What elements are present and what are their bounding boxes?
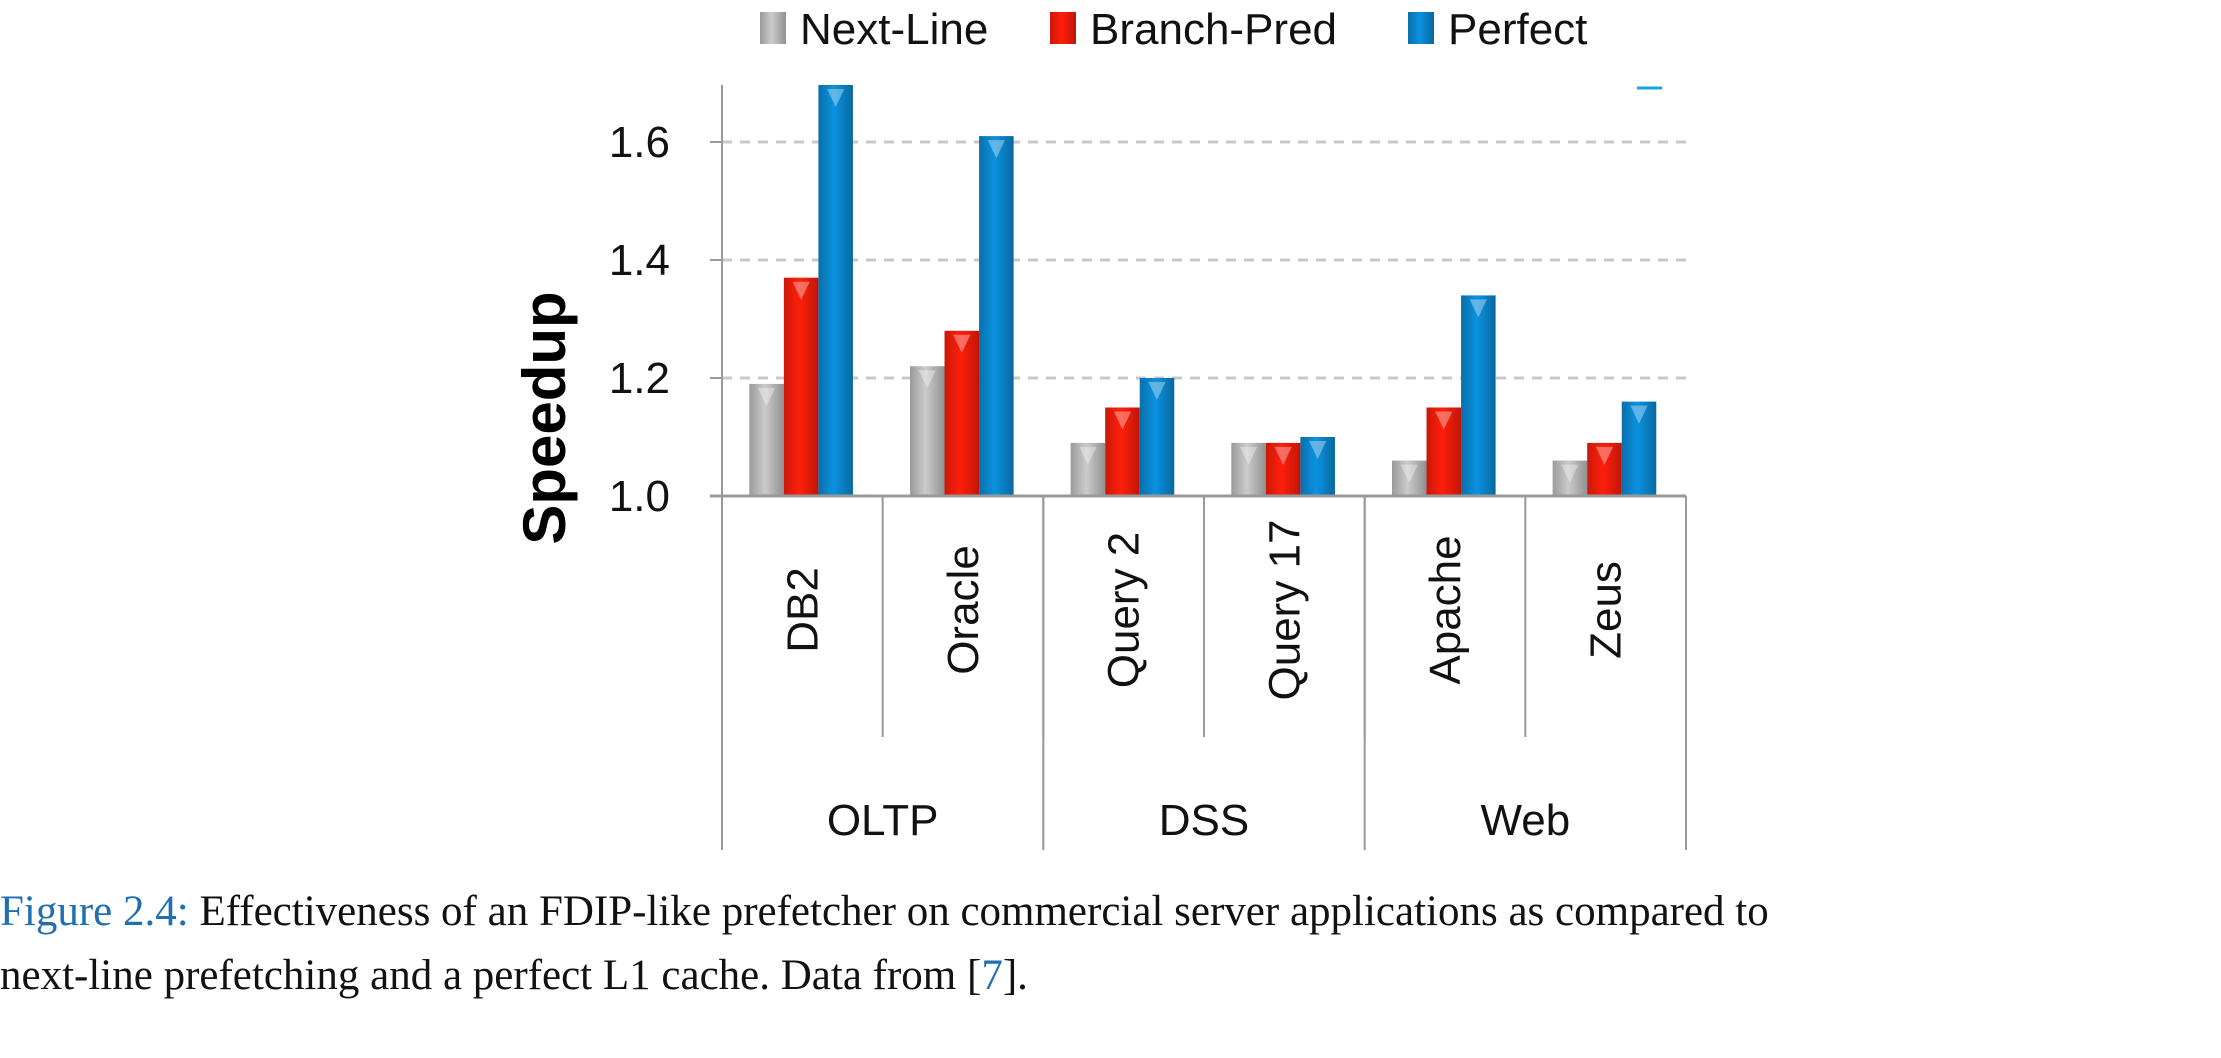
bar-next-line-apache bbox=[1391, 460, 1427, 496]
y-axis-label: Speedup bbox=[511, 291, 578, 544]
caption-text-1: Effectiveness of an FDIP-like prefetcher… bbox=[188, 888, 1769, 935]
caption-line-1: Figure 2.4: Effectiveness of an FDIP-lik… bbox=[0, 880, 2221, 944]
bar-perfect-query-17 bbox=[1300, 437, 1335, 496]
y-tick-label: 1.2 bbox=[609, 354, 670, 403]
bar-highlight bbox=[1400, 464, 1418, 483]
bar-next-line-zeus bbox=[1552, 460, 1588, 496]
bar-highlight bbox=[1079, 446, 1097, 465]
y-tick-label: 1.4 bbox=[609, 236, 670, 285]
legend-label: Perfect bbox=[1448, 5, 1587, 54]
bar-highlight bbox=[918, 370, 936, 389]
bar-highlight bbox=[1239, 446, 1258, 465]
bar-next-line-db2 bbox=[749, 383, 784, 496]
bar-highlight bbox=[1595, 446, 1614, 465]
caption-label: Figure 2.4: bbox=[0, 888, 189, 935]
bar-highlight bbox=[1435, 411, 1453, 430]
bar-highlight bbox=[1469, 299, 1487, 318]
group-label: DSS bbox=[1159, 796, 1249, 845]
legend-label: Branch-Pred bbox=[1090, 5, 1337, 54]
legend-swatch-perfect bbox=[1408, 12, 1434, 44]
legend-swatch-next-line bbox=[760, 12, 786, 44]
bar-perfect-oracle bbox=[979, 136, 1014, 496]
bar-branch-pred-apache bbox=[1426, 407, 1462, 496]
bar-branch-pred-zeus bbox=[1587, 442, 1622, 496]
figure-caption: Figure 2.4: Effectiveness of an FDIP-lik… bbox=[0, 880, 2221, 1008]
category-label: Oracle bbox=[939, 545, 988, 675]
bar-next-line-oracle bbox=[909, 366, 945, 496]
caption-text-end: ]. bbox=[1002, 952, 1028, 999]
legend-swatch-branch-pred bbox=[1050, 12, 1076, 44]
caption-line-2: next-line prefetching and a perfect L1 c… bbox=[0, 944, 2221, 1008]
bar-highlight bbox=[1113, 411, 1132, 430]
bar-highlight bbox=[792, 281, 810, 300]
bar-next-line-query-2 bbox=[1070, 442, 1106, 496]
category-label: Query 17 bbox=[1260, 520, 1309, 701]
bar-highlight bbox=[1561, 464, 1579, 483]
bar-next-line-query-17 bbox=[1231, 442, 1266, 496]
bar-highlight bbox=[1309, 441, 1327, 459]
y-tick-label: 1.6 bbox=[609, 118, 670, 167]
bar-branch-pred-db2 bbox=[783, 277, 819, 496]
bar-highlight bbox=[757, 387, 776, 406]
y-tick-label: 1.0 bbox=[609, 472, 670, 521]
citation-link[interactable]: 7 bbox=[981, 952, 1003, 999]
legend-label: Next-Line bbox=[800, 5, 988, 54]
bar-perfect-query-2 bbox=[1139, 378, 1175, 496]
bar-perfect-db2 bbox=[818, 85, 853, 496]
category-label: DB2 bbox=[778, 567, 827, 653]
bar-branch-pred-oracle bbox=[944, 330, 980, 496]
category-label: Apache bbox=[1421, 535, 1470, 684]
bar-branch-pred-query-2 bbox=[1105, 407, 1140, 496]
category-label: Query 2 bbox=[1100, 532, 1149, 689]
category-label: Zeus bbox=[1582, 561, 1631, 659]
bar-branch-pred-query-17 bbox=[1265, 442, 1301, 496]
bar-highlight bbox=[987, 140, 1005, 159]
bar-perfect-apache bbox=[1461, 295, 1496, 496]
caption-text-2: next-line prefetching and a perfect L1 c… bbox=[0, 952, 982, 999]
group-label: Web bbox=[1480, 796, 1570, 845]
bar-highlight bbox=[827, 89, 845, 107]
bar-highlight bbox=[1148, 382, 1166, 400]
bar-highlight bbox=[953, 334, 971, 353]
bar-highlight bbox=[1630, 405, 1648, 424]
bar-perfect-zeus bbox=[1621, 401, 1657, 496]
group-label: OLTP bbox=[827, 796, 939, 845]
bar-highlight bbox=[1274, 446, 1292, 465]
